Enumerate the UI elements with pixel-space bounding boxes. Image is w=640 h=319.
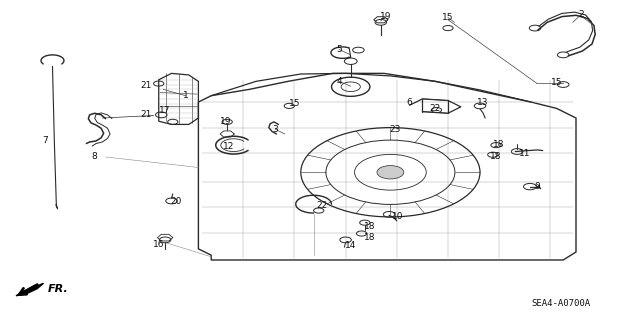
- Text: 20: 20: [170, 197, 182, 206]
- Circle shape: [377, 166, 404, 179]
- Text: 22: 22: [316, 201, 328, 210]
- Text: 17: 17: [159, 106, 171, 115]
- Text: 18: 18: [364, 222, 376, 231]
- Text: 21: 21: [140, 81, 152, 90]
- Text: 10: 10: [392, 212, 404, 221]
- Text: 2: 2: [579, 10, 584, 19]
- Text: 19: 19: [220, 117, 231, 126]
- Text: FR.: FR.: [48, 284, 68, 294]
- Text: 18: 18: [493, 140, 505, 149]
- Text: 22: 22: [429, 104, 441, 113]
- Text: 15: 15: [289, 99, 300, 108]
- Text: 23: 23: [390, 125, 401, 134]
- Text: 18: 18: [364, 233, 376, 242]
- Text: 16: 16: [153, 241, 164, 249]
- Text: 14: 14: [345, 241, 356, 250]
- Text: 9: 9: [535, 182, 540, 191]
- Text: 19: 19: [380, 12, 392, 21]
- Text: 7: 7: [42, 136, 47, 145]
- Text: 5: 5: [337, 45, 342, 54]
- Text: 3: 3: [273, 125, 278, 134]
- Text: SEA4-A0700A: SEA4-A0700A: [531, 299, 590, 308]
- Text: 6: 6: [407, 98, 412, 107]
- Text: 1: 1: [183, 91, 188, 100]
- Text: 13: 13: [477, 98, 489, 107]
- Text: 12: 12: [223, 142, 235, 151]
- Text: 11: 11: [519, 149, 531, 158]
- Text: 21: 21: [140, 110, 152, 119]
- Text: 18: 18: [490, 152, 502, 161]
- Text: 4: 4: [337, 77, 342, 86]
- Text: 15: 15: [551, 78, 563, 87]
- Text: 15: 15: [442, 13, 454, 22]
- Text: 8: 8: [92, 152, 97, 161]
- Polygon shape: [16, 283, 44, 296]
